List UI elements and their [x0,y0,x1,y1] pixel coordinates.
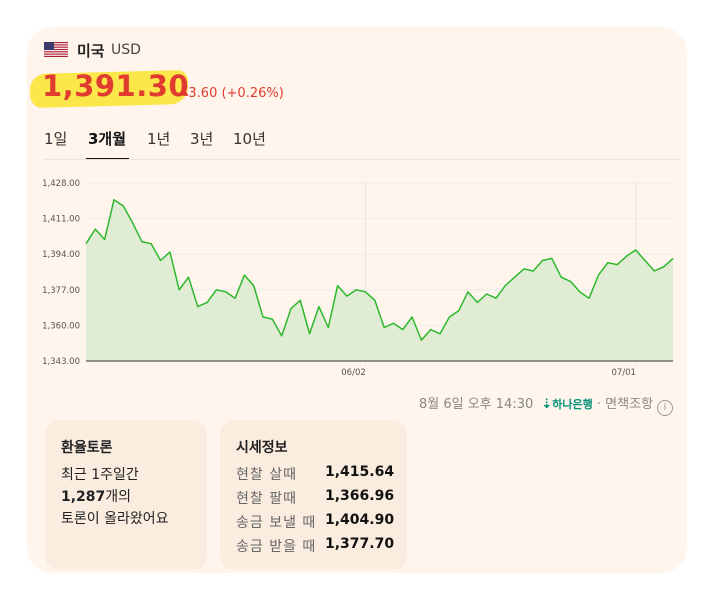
market-info-box: 시세정보 현찰 살때 1,415.64 현찰 팔때 1,366.96 송금 보낼… [220,420,407,570]
y-tick-label: 1,411.00 [42,215,80,225]
bank-name: 하나은행 [552,398,593,411]
rate-label: 송금 받을 때 [236,539,317,555]
tabs-divider [44,159,680,160]
country-name: 미국 [77,42,105,60]
disclaimer-link[interactable]: · 면책조항 [596,397,654,412]
discussion-text: 토론이 올라왔어요 [61,511,169,527]
exchange-rate-price: 1,391.30 [42,69,190,103]
rate-row-cash-sell: 현찰 팔때 1,366.96 [236,488,396,508]
hana-bank-logo-icon: ⇣ [541,397,553,412]
us-flag-icon [44,42,68,57]
chart-area-fill [86,199,673,361]
y-tick-label: 1,377.00 [42,286,80,296]
price-change: ▲3.60 (+0.26%) [183,86,284,101]
price-change-value: 3.60 (+0.26%) [188,86,284,101]
rate-row-cash-buy: 현찰 살때 1,415.64 [236,464,396,484]
chart-series-line [85,199,674,341]
up-arrow-icon: ▲ [183,89,189,97]
info-icon[interactable]: i [657,400,674,416]
market-info-title: 시세정보 [236,440,288,456]
tab-10y[interactable]: 10년 [233,130,266,148]
rate-value: 1,366.96 [325,488,395,504]
discussion-period: 최근 1주일간 [61,467,139,483]
discussion-title: 환율토론 [61,440,113,456]
rate-row-transfer-receive: 송금 받을 때 1,377.70 [236,536,396,556]
discussion-count-line: 1,287개의 [61,486,131,506]
rate-label: 현찰 살때 [236,467,297,483]
rate-value: 1,415.64 [325,464,395,480]
y-tick-label: 1,394.00 [42,250,80,260]
exchange-rate-chart[interactable]: 1,428.00 1,411.00 1,394.00 1,377.00 1,360.00… [40,170,680,385]
tab-1y[interactable]: 1년 [147,130,171,148]
rate-row-transfer-send: 송금 보낼 때 1,404.90 [236,512,396,532]
tab-3m[interactable]: 3개월 [88,130,127,148]
discussion-count-suffix: 개의 [105,489,132,505]
tab-3y[interactable]: 3년 [190,130,214,148]
chart-footer: 8월 6일 오후 14:30 ⇣하나은행 · 면책조항 i [419,393,674,416]
rate-label: 현찰 팔때 [236,491,297,507]
rate-value: 1,404.90 [325,512,395,528]
timestamp: 8월 6일 오후 14:30 [419,397,534,412]
x-tick-label: 07/01 [611,368,636,378]
discussion-count: 1,287 [61,489,106,505]
currency-code: USD [111,42,141,58]
y-tick-label: 1,360.00 [42,321,80,331]
rate-label: 송금 보낼 때 [236,515,317,531]
y-tick-label: 1,343.00 [42,357,80,367]
y-tick-label: 1,428.00 [42,179,80,189]
discussion-box[interactable]: 환율토론 최근 1주일간 1,287개의 토론이 올라왔어요 [45,420,207,570]
tab-1d[interactable]: 1일 [44,130,68,148]
x-tick-label: 06/02 [341,368,366,378]
rate-value: 1,377.70 [325,536,395,552]
